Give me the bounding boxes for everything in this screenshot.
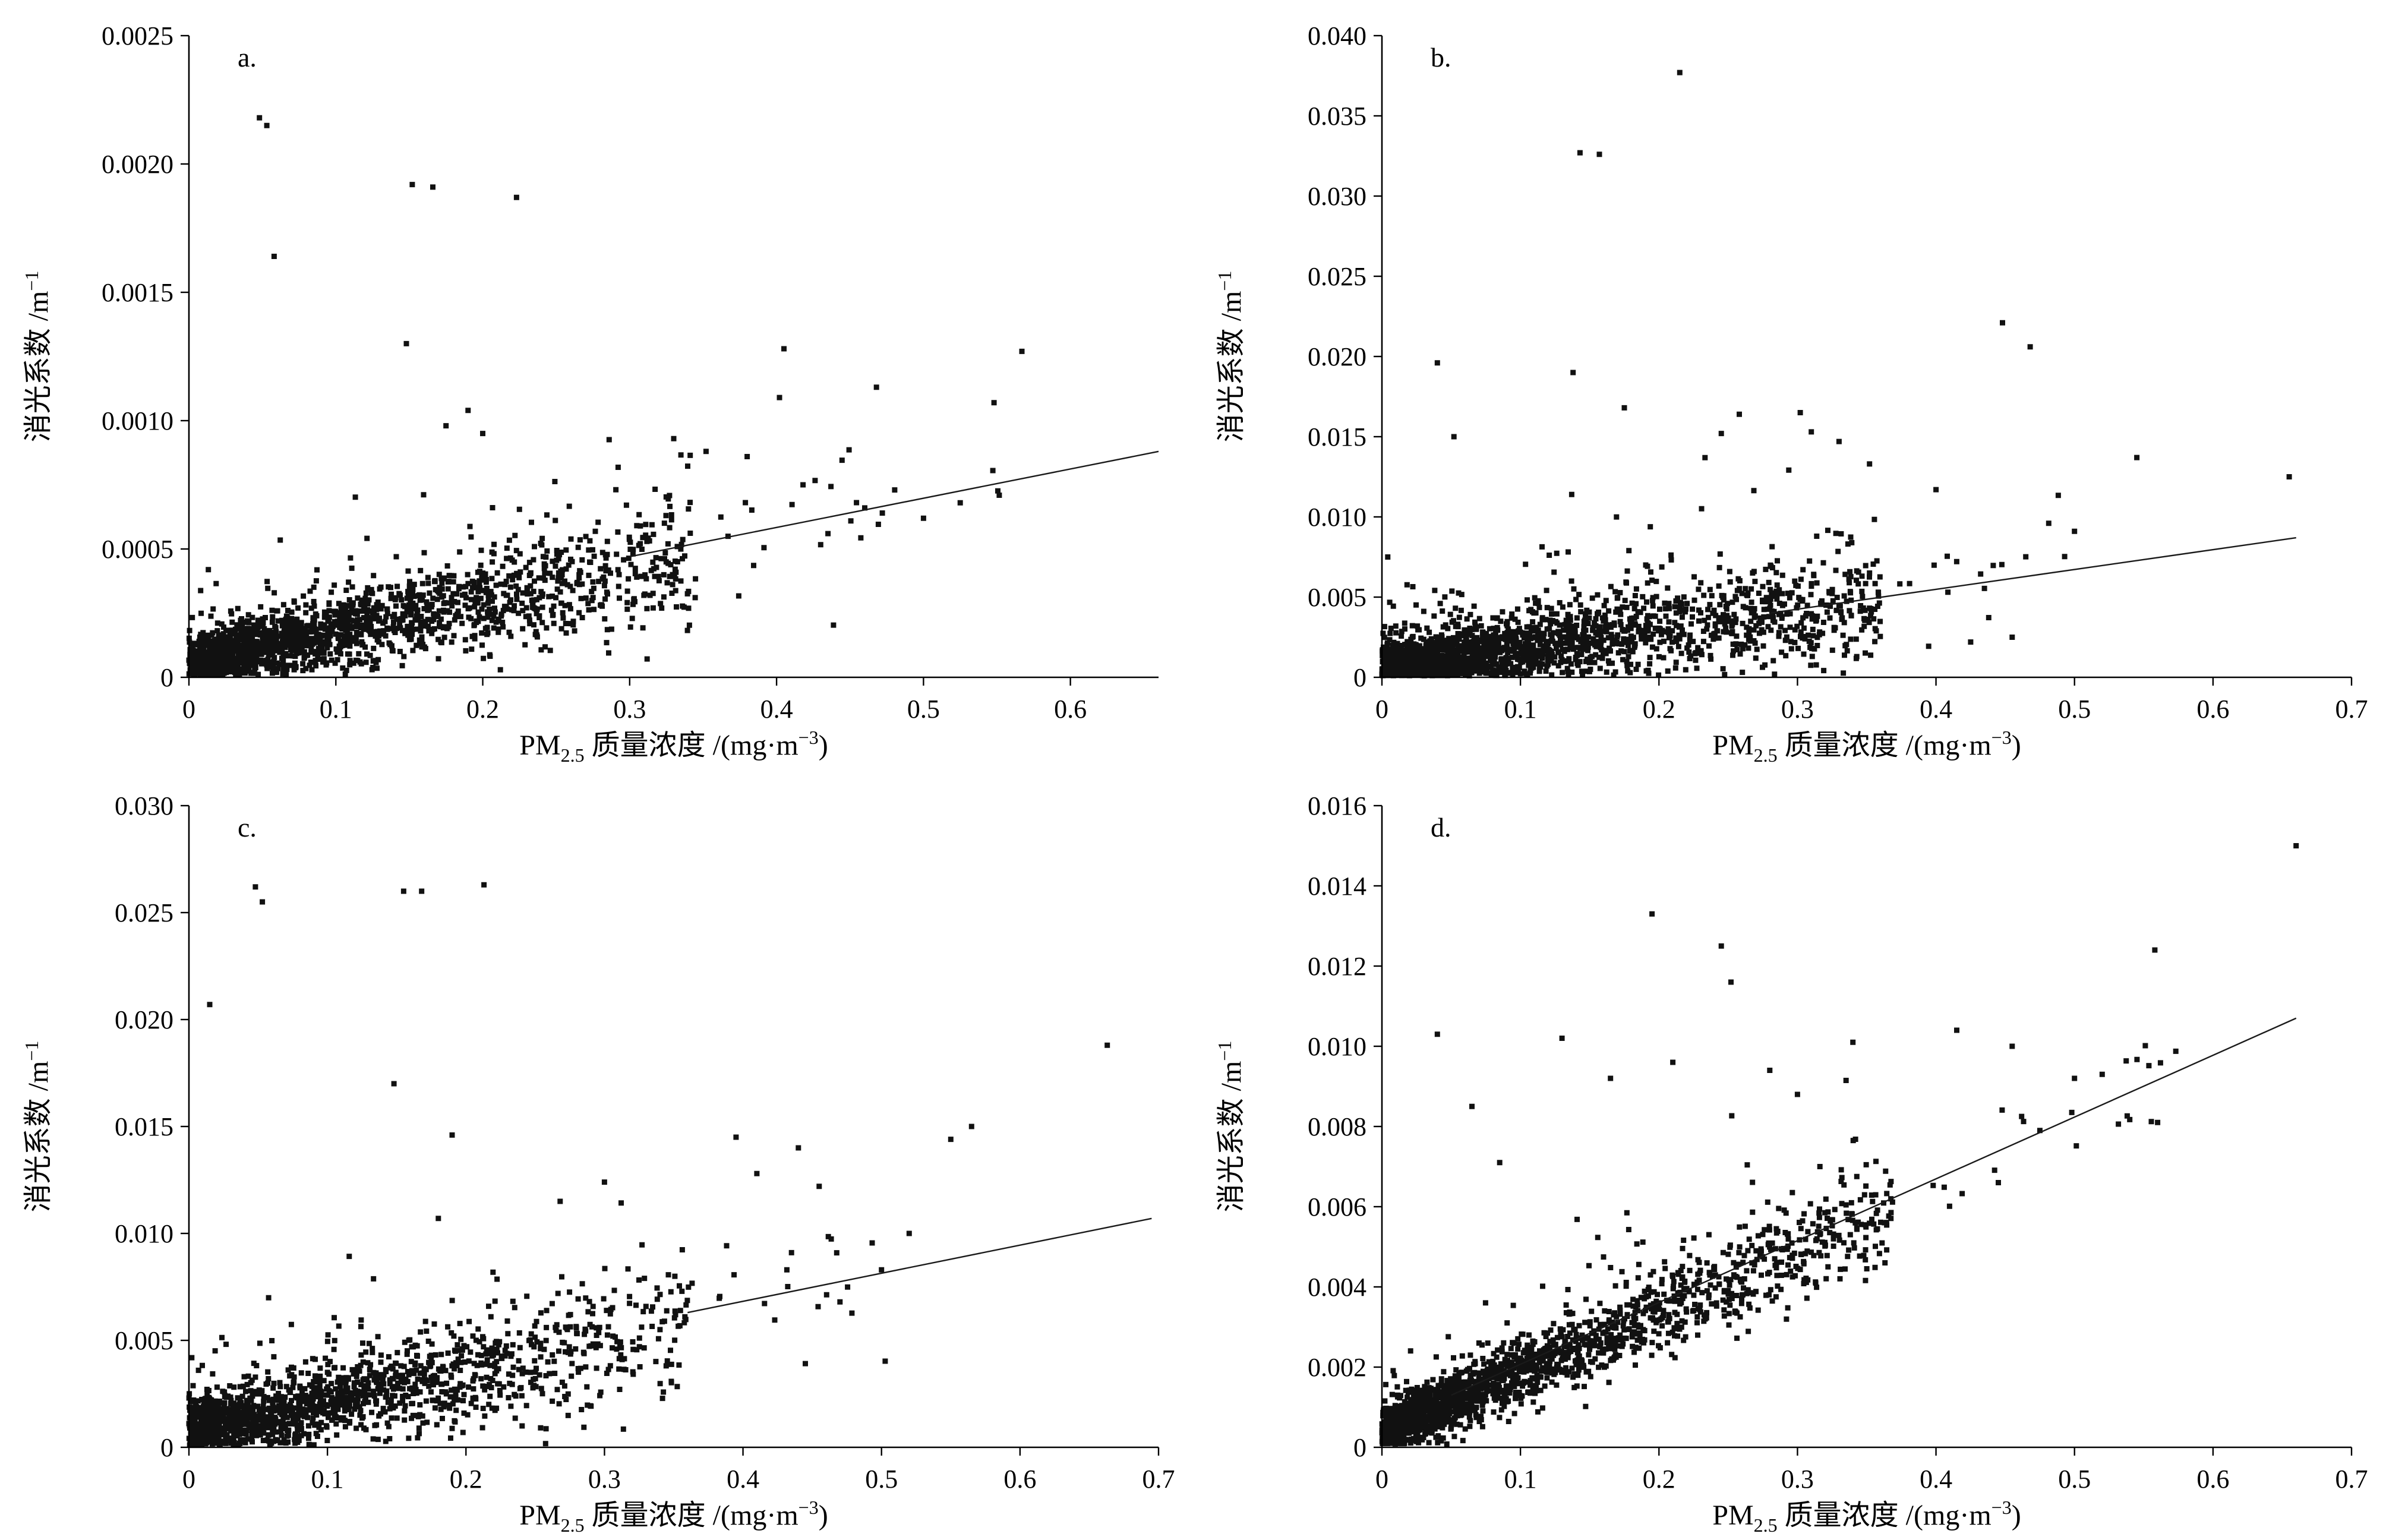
panel-a: 0 0.1 0.2 0.3 0.4 0.5 0.6 0 0.0005 0.0010 0.0015 0.… xyxy=(0,0,1193,770)
x-tick-label: 0.4 xyxy=(727,1465,759,1494)
data-points xyxy=(186,882,1110,1448)
y-tick-label: 0.015 xyxy=(115,1112,173,1141)
y-tick-label: 0.0005 xyxy=(102,535,173,564)
scatter-plot-c: 0 0.1 0.2 0.3 0.4 0.5 0.6 0.7 0 0.005 0.010 0.015 0.… xyxy=(21,791,1175,1536)
x-tick-label: 0.7 xyxy=(2335,695,2368,724)
x-tick-label: 0 xyxy=(182,695,195,724)
y-tick-label: 0 xyxy=(160,663,173,692)
panel-letter: c. xyxy=(238,812,257,842)
x-tick-label: 0.3 xyxy=(1781,1465,1814,1494)
scatter-plot-d: 0 0.1 0.2 0.3 0.4 0.5 0.6 0.7 0 0.002 0.004 0.006 0.… xyxy=(1214,791,2368,1536)
x-tick-label: 0.6 xyxy=(1054,695,1087,724)
x-tick-label: 0.4 xyxy=(1920,695,1952,724)
x-tick-label: 0.7 xyxy=(1142,1465,1175,1494)
y-tick-label: 0.005 xyxy=(1308,583,1366,612)
panel-letter: d. xyxy=(1431,812,1451,842)
x-tick-label: 0.2 xyxy=(1643,695,1675,724)
x-tick-label: 0.2 xyxy=(466,695,499,724)
y-tick-label: 0 xyxy=(160,1433,173,1462)
y-axis-label: 消光系数 /m−1 xyxy=(21,271,54,443)
panel-letter: b. xyxy=(1431,42,1451,72)
scatter-plot-a: 0 0.1 0.2 0.3 0.4 0.5 0.6 0 0.0005 0.0010 0.0015 0.… xyxy=(21,21,1159,766)
x-axis-label: PM2.5 质量浓度 /(mg·m−3) xyxy=(519,1497,828,1536)
fit-line xyxy=(629,450,1159,558)
y-tick-label: 0.015 xyxy=(1308,422,1366,452)
y-axis-label: 消光系数 /m−1 xyxy=(21,1041,54,1213)
data-points xyxy=(186,115,1025,678)
y-tick-label: 0.014 xyxy=(1308,872,1366,901)
x-axis-label: PM2.5 质量浓度 /(mg·m−3) xyxy=(519,727,828,766)
y-tick-label: 0.0010 xyxy=(102,406,173,436)
panel-c: 0 0.1 0.2 0.3 0.4 0.5 0.6 0.7 0 0.005 0.010 0.015 0.… xyxy=(0,770,1193,1540)
x-tick-label: 0.1 xyxy=(1504,695,1537,724)
y-tick-label: 0.040 xyxy=(1308,21,1366,51)
y-tick-label: 0.035 xyxy=(1308,102,1366,131)
y-tick-label: 0.010 xyxy=(1308,1032,1366,1061)
y-tick-label: 0.0025 xyxy=(102,21,173,51)
y-tick-label: 0.002 xyxy=(1308,1353,1366,1382)
y-tick-label: 0.030 xyxy=(1308,182,1366,211)
y-axis-label: 消光系数 /m−1 xyxy=(1214,1041,1247,1213)
panel-letter: a. xyxy=(238,42,257,72)
x-tick-label: 0.5 xyxy=(2058,1465,2091,1494)
x-tick-label: 0.3 xyxy=(588,1465,621,1494)
fit-line xyxy=(1451,1017,2297,1396)
y-tick-label: 0.004 xyxy=(1308,1273,1366,1302)
y-tick-label: 0.008 xyxy=(1308,1112,1366,1141)
y-axis-label: 消光系数 /m−1 xyxy=(1214,271,1247,443)
x-tick-label: 0.4 xyxy=(1920,1465,1952,1494)
y-tick-label: 0.0015 xyxy=(102,278,173,307)
y-tick-label: 0.025 xyxy=(115,898,173,927)
x-tick-label: 0.6 xyxy=(1003,1465,1036,1494)
data-points xyxy=(1379,70,2292,679)
y-tick-label: 0.030 xyxy=(115,791,173,821)
x-tick-label: 0.6 xyxy=(2196,1465,2229,1494)
x-tick-label: 0.2 xyxy=(450,1465,482,1494)
y-tick-label: 0 xyxy=(1353,1433,1366,1462)
x-tick-label: 0 xyxy=(182,1465,195,1494)
y-tick-label: 0.020 xyxy=(1308,342,1366,371)
x-tick-label: 0.5 xyxy=(865,1465,898,1494)
x-axis-label: PM2.5 质量浓度 /(mg·m−3) xyxy=(1712,727,2021,766)
x-tick-label: 0.7 xyxy=(2335,1465,2368,1494)
y-tick-label: 0.016 xyxy=(1308,791,1366,821)
y-tick-label: 0.006 xyxy=(1308,1192,1366,1222)
x-tick-label: 0.5 xyxy=(2058,695,2091,724)
x-tick-label: 0 xyxy=(1375,1465,1388,1494)
x-tick-label: 0.2 xyxy=(1643,1465,1675,1494)
x-tick-label: 0.1 xyxy=(311,1465,344,1494)
x-tick-label: 0.1 xyxy=(1504,1465,1537,1494)
panel-d: 0 0.1 0.2 0.3 0.4 0.5 0.6 0.7 0 0.002 0.004 0.006 0.… xyxy=(1193,770,2386,1540)
x-tick-label: 0.5 xyxy=(907,695,940,724)
y-tick-label: 0.010 xyxy=(115,1219,173,1248)
y-tick-label: 0 xyxy=(1353,663,1366,692)
x-tick-label: 0 xyxy=(1375,695,1388,724)
y-tick-label: 0.025 xyxy=(1308,262,1366,291)
x-tick-label: 0.4 xyxy=(760,695,793,724)
fit-line xyxy=(1769,537,2296,614)
x-tick-label: 0.3 xyxy=(1781,695,1814,724)
y-tick-label: 0.005 xyxy=(115,1326,173,1355)
panel-b: 0 0.1 0.2 0.3 0.4 0.5 0.6 0.7 0 0.005 0.010 0.015 0.… xyxy=(1193,0,2386,770)
data-points xyxy=(1379,843,2299,1447)
y-tick-label: 0.0020 xyxy=(102,150,173,179)
x-tick-label: 0.3 xyxy=(613,695,646,724)
x-tick-label: 0.6 xyxy=(2196,695,2229,724)
fit-line xyxy=(687,1217,1152,1314)
y-tick-label: 0.020 xyxy=(115,1005,173,1034)
y-tick-label: 0.010 xyxy=(1308,503,1366,532)
y-tick-label: 0.012 xyxy=(1308,952,1366,981)
x-axis-label: PM2.5 质量浓度 /(mg·m−3) xyxy=(1712,1497,2021,1536)
x-tick-label: 0.1 xyxy=(320,695,352,724)
scatter-plot-b: 0 0.1 0.2 0.3 0.4 0.5 0.6 0.7 0 0.005 0.010 0.015 0.… xyxy=(1214,21,2368,766)
